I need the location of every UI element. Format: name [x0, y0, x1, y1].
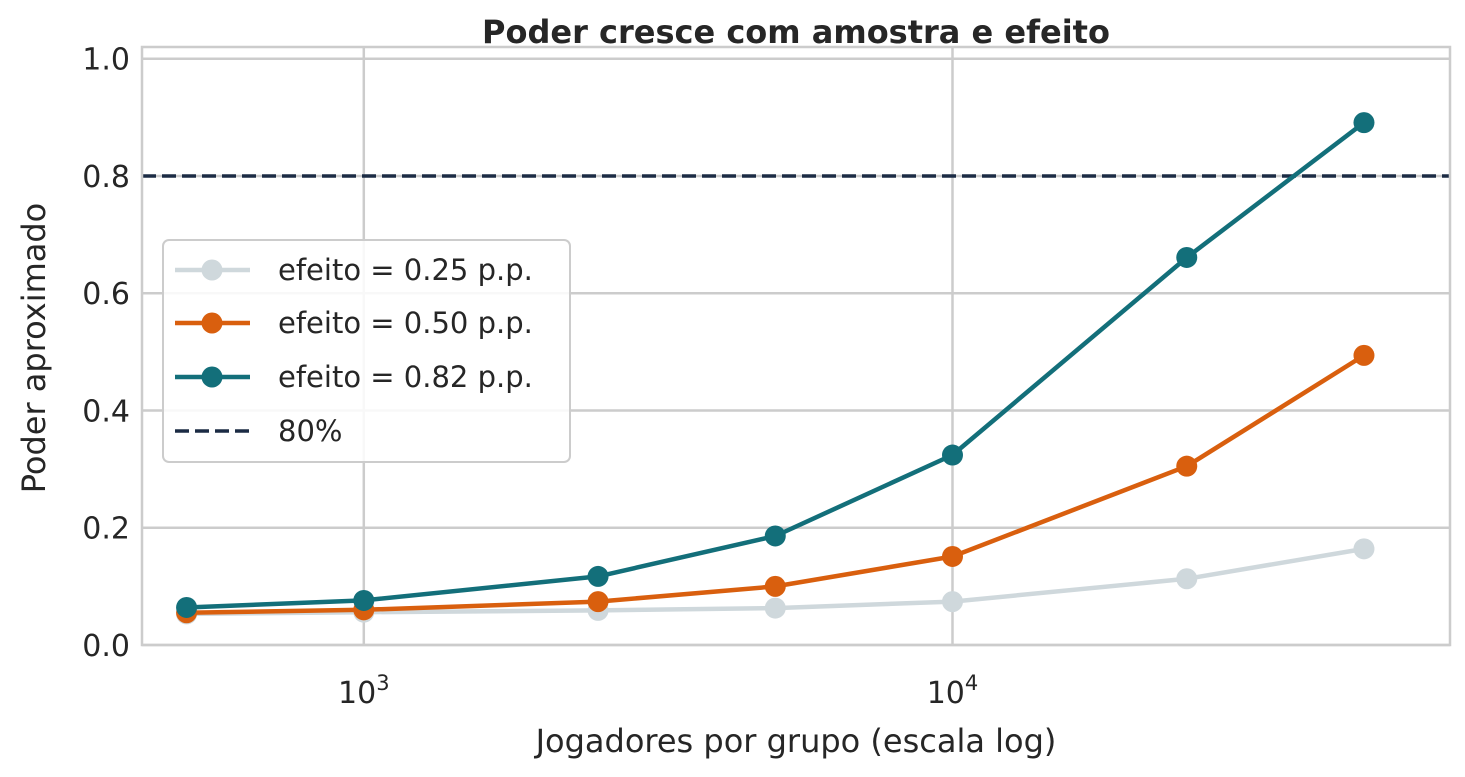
series-group	[176, 112, 1375, 625]
series-3-point	[353, 589, 375, 611]
series-3-point	[176, 596, 198, 618]
series-2-point	[1176, 455, 1198, 477]
legend-label-1: efeito = 0.25 p.p.	[278, 253, 533, 287]
series-3-point	[1353, 112, 1375, 134]
series-1-point	[1353, 538, 1375, 560]
x-tick-exponent: 4	[965, 671, 978, 695]
y-tick-label: 0.4	[82, 394, 130, 429]
series-1-point	[764, 597, 786, 619]
chart-title: Poder cresce com amostra e efeito	[482, 13, 1110, 51]
x-tick-base: 10	[927, 676, 965, 711]
series-2-point	[1353, 344, 1375, 366]
series-2-point	[587, 591, 609, 613]
series-3-point	[587, 565, 609, 587]
y-tick-label: 0.6	[82, 277, 130, 312]
plot-frame	[140, 45, 1452, 647]
y-axis-title: Poder aproximado	[15, 203, 53, 494]
x-axis-title: Jogadores por grupo (escala log)	[534, 722, 1057, 760]
y-tick-label: 1.0	[82, 43, 130, 78]
legend-marker-3	[201, 366, 223, 388]
series-3-point	[1176, 246, 1198, 268]
x-tick-exponent: 3	[376, 671, 389, 695]
y-tick-label: 0.2	[82, 512, 130, 547]
y-tick-labels: 0.0 0.2 0.4 0.6 0.8 1.0	[82, 43, 130, 664]
series-2-point	[764, 575, 786, 597]
y-tick-label: 0.8	[82, 160, 130, 195]
x-tick-label: 103	[338, 671, 390, 711]
series-2-point	[941, 545, 963, 567]
series-3-point	[764, 525, 786, 547]
legend-marker-1	[201, 259, 223, 281]
legend-label-2: efeito = 0.50 p.p.	[278, 306, 533, 340]
x-tick-label: 104	[927, 671, 979, 711]
x-tick-labels: 103 104	[338, 671, 978, 711]
series-1-point	[941, 591, 963, 613]
legend-box	[162, 239, 571, 463]
y-tick-label: 0.0	[82, 629, 130, 664]
series-1-point	[1176, 568, 1198, 590]
legend-marker-2	[201, 312, 223, 334]
series-3-point	[941, 444, 963, 466]
legend-label-3: efeito = 0.82 p.p.	[278, 360, 533, 394]
legend: efeito = 0.25 p.p. efeito = 0.50 p.p. efei…	[162, 239, 571, 463]
x-tick-base: 10	[338, 676, 376, 711]
legend-label-reference: 80%	[278, 414, 342, 448]
